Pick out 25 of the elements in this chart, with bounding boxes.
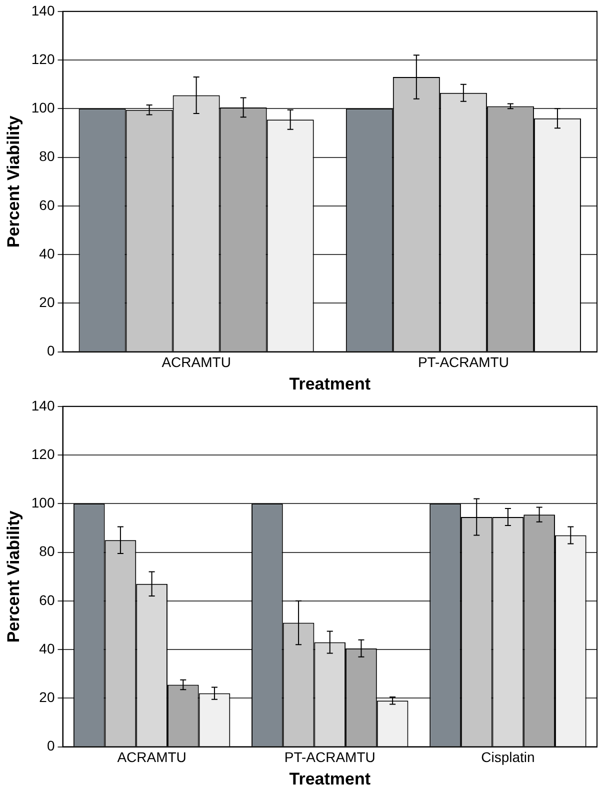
y-tick-label: 80 (39, 543, 55, 560)
y-tick-label: 80 (39, 148, 55, 164)
y-tick-label: 100 (31, 100, 55, 116)
x-axis-title: Treatment (289, 769, 371, 788)
x-tick-label: PT-ACRAMTU (418, 354, 509, 370)
x-tick-label: ACRAMTU (162, 354, 231, 370)
y-tick-label: 20 (39, 294, 55, 310)
y-tick-label: 60 (39, 592, 55, 608)
y-tick-label: 40 (39, 640, 55, 656)
y-tick-label: 120 (31, 446, 55, 462)
y-axis-title: Percent Viability (4, 510, 23, 643)
y-tick-label: 140 (31, 397, 55, 414)
x-axis-title: Treatment (289, 374, 371, 394)
x-tick-label: ACRAMTU (117, 749, 186, 766)
y-tick-label: 120 (31, 50, 55, 67)
y-tick-label: 40 (39, 245, 55, 262)
y-tick-label: 0 (46, 738, 55, 754)
x-tick-label: Cisplatin (481, 749, 535, 766)
y-tick-label: 0 (46, 342, 55, 359)
y-tick-label: 20 (39, 689, 55, 706)
y-tick-label: 60 (39, 196, 55, 213)
y-tick-label: 140 (31, 2, 55, 18)
y-tick-label: 100 (31, 494, 55, 511)
x-tick-label: PT-ACRAMTU (284, 749, 376, 766)
y-axis-title: Percent Viability (4, 115, 23, 248)
